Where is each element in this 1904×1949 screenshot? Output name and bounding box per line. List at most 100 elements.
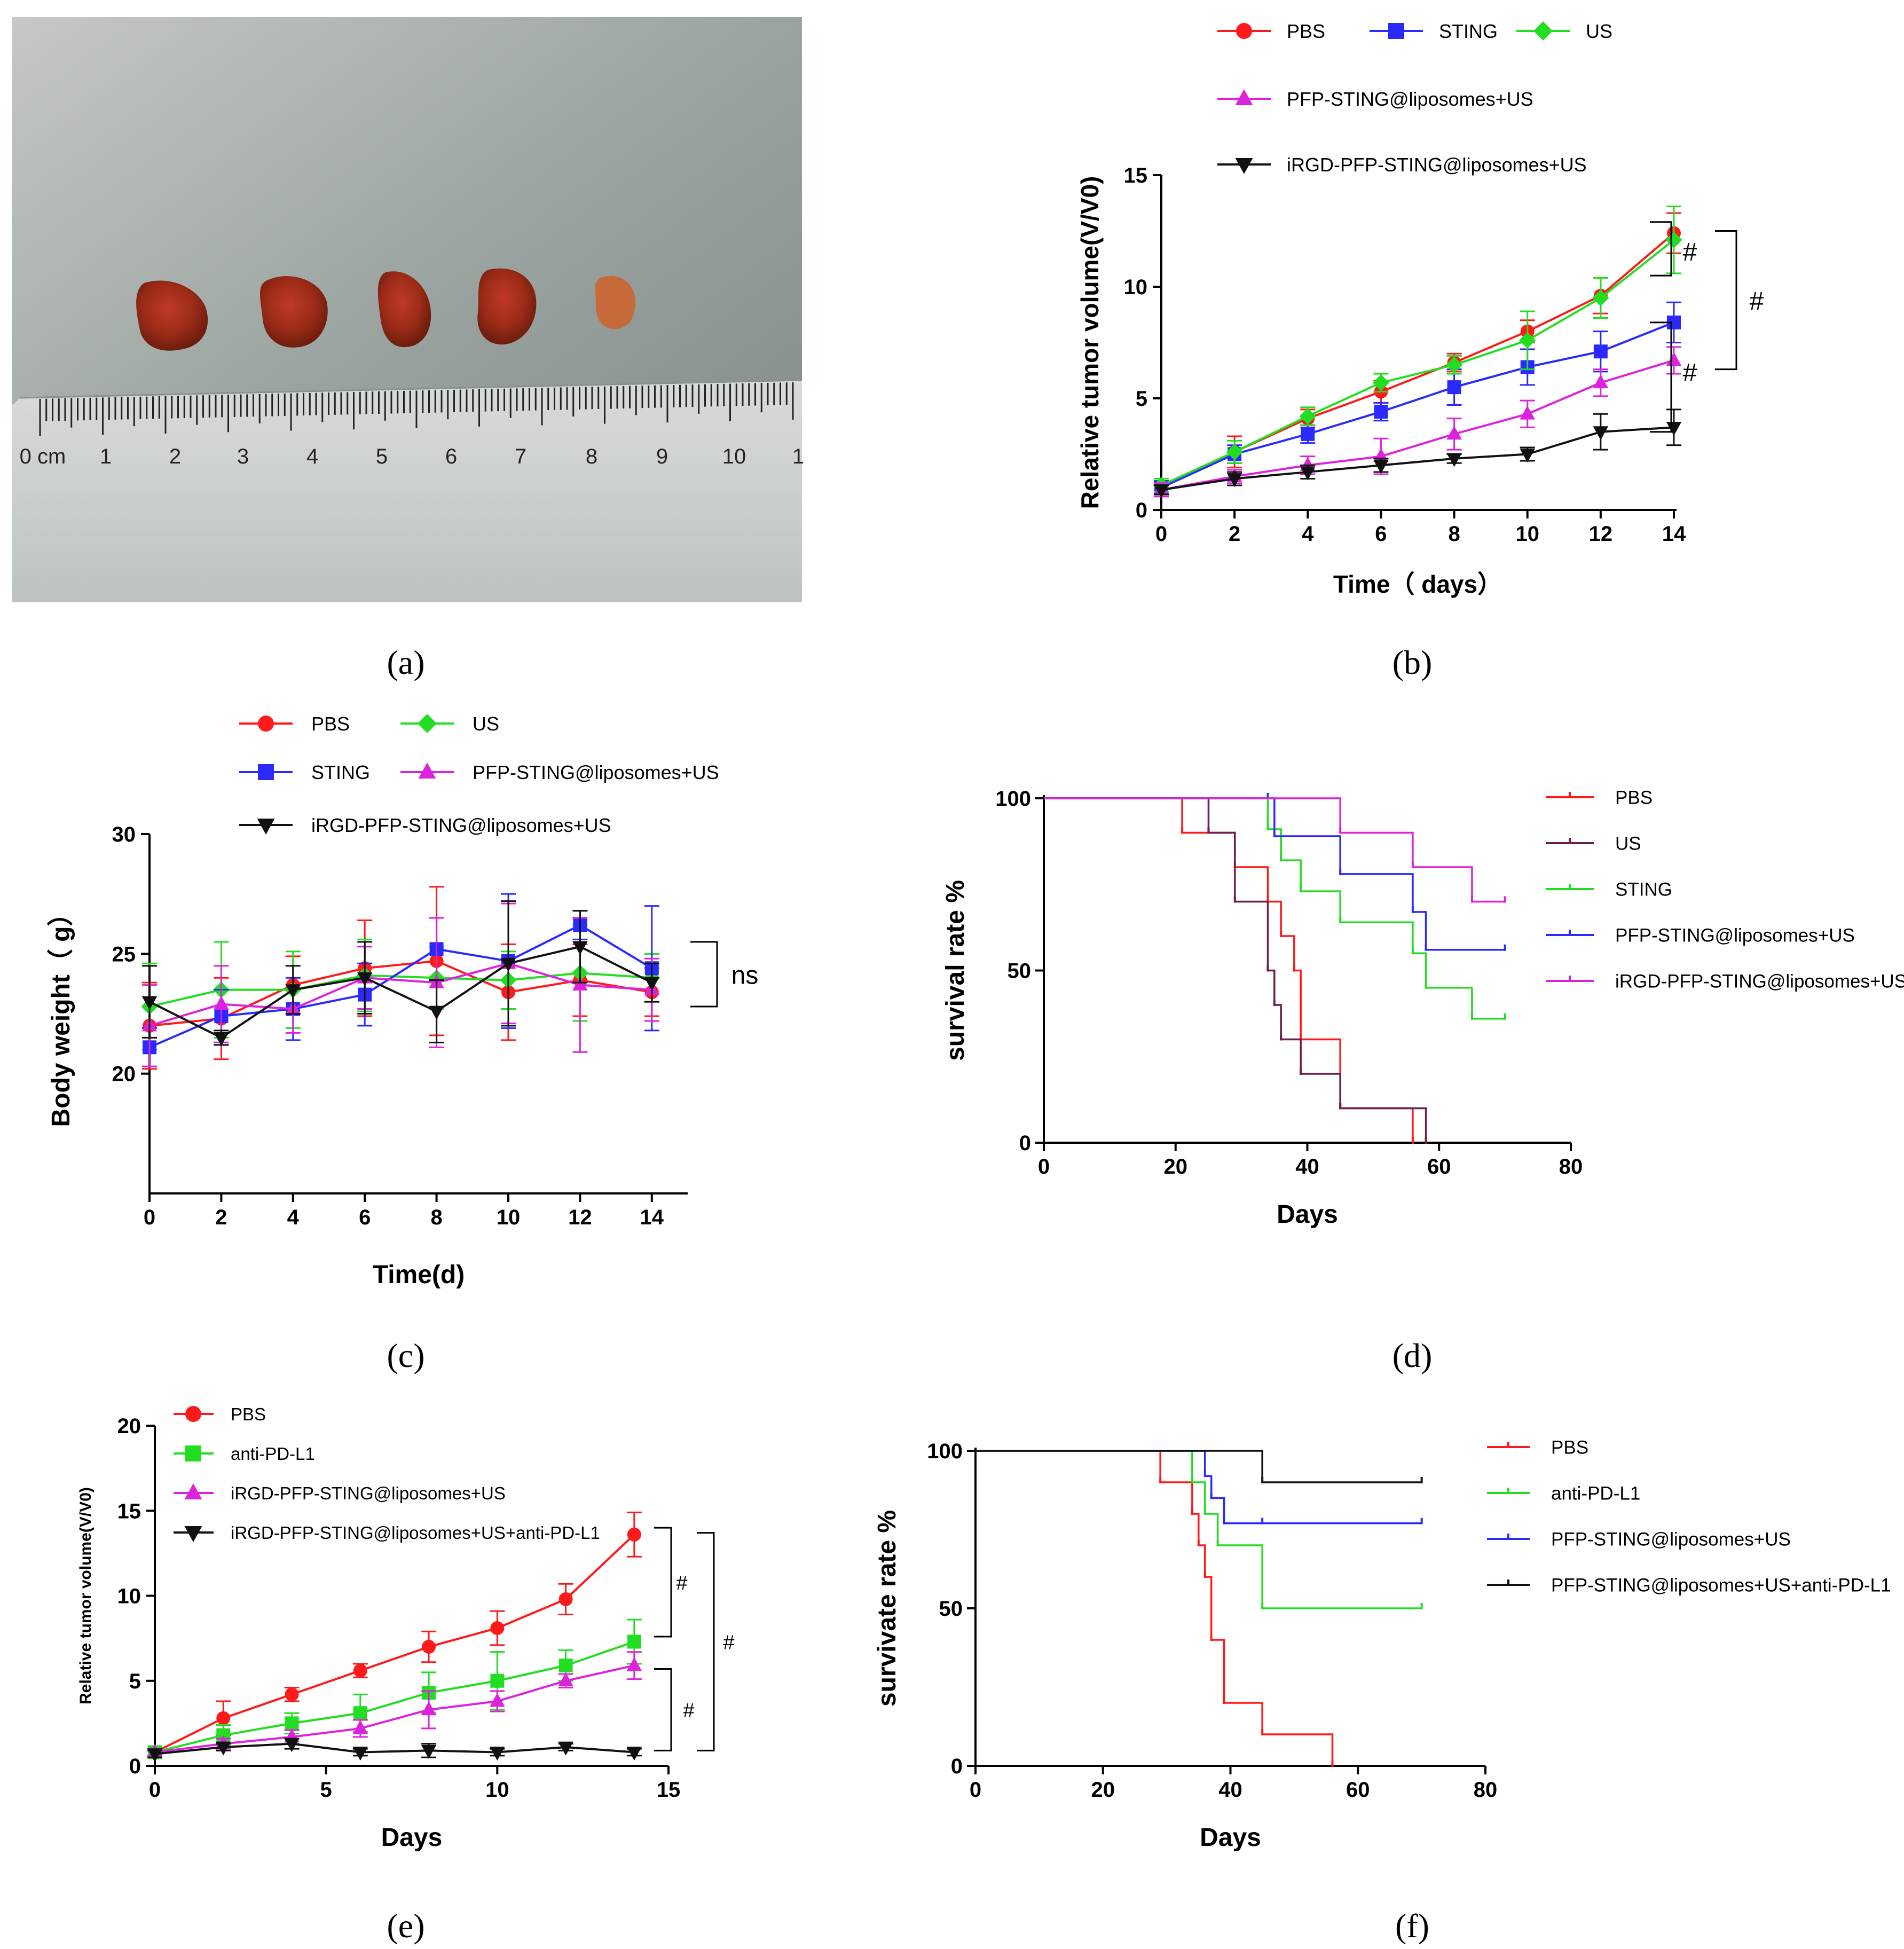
legend-label: PFP-STING@liposomes+US (1551, 1529, 1791, 1550)
x-tick-label: 0 (1038, 1155, 1050, 1178)
legend-label: US (1586, 20, 1612, 42)
survival-curve (975, 1450, 1422, 1609)
legend-label: STING (1615, 879, 1672, 900)
x-tick-label: 0 (144, 1206, 155, 1229)
ruler-label: 0 cm (20, 445, 66, 468)
x-tick-label: 14 (1662, 522, 1686, 546)
y-tick-label: 0 (129, 1755, 141, 1778)
data-point (1299, 407, 1316, 425)
legend-item: iRGD-PFP-STING@liposomes+US (239, 814, 611, 836)
significance-label: # (1683, 359, 1697, 387)
significance-label: # (683, 1700, 694, 1722)
legend-item: anti-PD-L1 (174, 1444, 315, 1464)
legend-item: PFP-STING@liposomes+US+anti-PD-L1 (1487, 1575, 1891, 1596)
series-line (1161, 359, 1674, 491)
y-tick-label: 5 (1136, 387, 1147, 411)
x-tick-label: 2 (215, 1206, 227, 1229)
data-point (490, 1673, 505, 1688)
data-point (285, 1716, 299, 1731)
x-tick-label: 4 (287, 1206, 300, 1229)
x-axis-label: Time(d) (373, 1261, 465, 1289)
x-tick-label: 8 (1448, 522, 1460, 546)
series-PBS (1044, 797, 1414, 1144)
data-point (500, 957, 516, 972)
ruler-label: 9 (656, 445, 668, 468)
y-tick-label: 0 (951, 1755, 963, 1778)
legend-item: STING (1370, 20, 1498, 42)
y-axis-label: Relative tumor volume(V/V0) (1076, 176, 1104, 509)
chart-b-tumor-volume: 0 5 10 15 0 2 4 6 8 10 12 14 Time（ days） Relative tum… (1076, 20, 1764, 598)
panel-label-e: (e) (387, 1907, 424, 1945)
x-tick-label: 6 (359, 1206, 371, 1229)
y-tick-label: 20 (117, 1414, 141, 1438)
panel-label-a: (a) (387, 643, 424, 681)
x-tick-label: 80 (1474, 1778, 1498, 1802)
data-point (285, 1687, 299, 1702)
chart-f-survival: 0 50 100 0 20 40 60 80 Days survivate rate % PBS an… (873, 1437, 1891, 1852)
data-point (1445, 356, 1463, 373)
x-tick-label: 10 (485, 1778, 509, 1802)
ruler-label: 1 (100, 445, 112, 468)
legend-label: PFP-STING@liposomes+US (1287, 88, 1533, 110)
y-tick-label: 100 (995, 787, 1031, 811)
data-point (1446, 453, 1462, 467)
legend-label: PFP-STING@liposomes+US (473, 761, 719, 783)
data-point (1153, 484, 1169, 498)
legend-item: PBS (1217, 20, 1325, 42)
significance-bracket (654, 1527, 672, 1638)
x-axis-label: Days (1277, 1200, 1338, 1229)
series-PBS (147, 1511, 642, 1759)
data-point (184, 1526, 202, 1542)
data-point (216, 1711, 231, 1725)
x-axis-label: Days (381, 1824, 443, 1852)
data-point (1665, 231, 1682, 248)
ruler-label: 10 (722, 445, 746, 468)
data-point (1372, 374, 1390, 391)
data-point (257, 819, 275, 835)
significance-bracket (1650, 221, 1672, 277)
panel-label-d: (d) (1392, 1337, 1433, 1374)
legend-item: iRGD-PFP-STING@liposomes+US (1217, 154, 1587, 176)
data-point (185, 1406, 201, 1422)
legend-label: iRGD-PFP-STING@liposomes+US (1287, 154, 1587, 176)
data-point (214, 1032, 229, 1046)
series-line (149, 924, 652, 1049)
data-point (490, 1693, 505, 1707)
y-tick-label: 0 (1019, 1131, 1031, 1155)
tumor-samples (136, 268, 635, 351)
x-axis-label: Days (1200, 1824, 1261, 1852)
data-point (490, 1621, 505, 1636)
y-axis-label: survivate rate % (873, 1510, 901, 1707)
data-point (558, 1741, 573, 1756)
tumor-sample-2 (260, 276, 328, 348)
x-tick-label: 4 (1302, 522, 1314, 546)
significance-bracket (697, 1532, 715, 1751)
y-tick-label: 15 (1124, 164, 1148, 187)
series-line (154, 1742, 635, 1755)
data-point (558, 1672, 573, 1687)
y-tick-label: 30 (112, 823, 136, 846)
y-tick-label: 0 (1136, 499, 1147, 522)
legend-label: anti-PD-L1 (1551, 1483, 1640, 1504)
legend-item: iRGD-PFP-STING@liposomes+US (1546, 971, 1904, 992)
survival-curve (1044, 797, 1505, 903)
data-point (644, 977, 660, 991)
x-tick-label: 12 (1589, 522, 1613, 546)
data-point (285, 984, 301, 999)
series-STING (1154, 301, 1681, 496)
significance-label: # (1683, 238, 1697, 266)
series-iRGD-PFP-STING@liposomes+US+anti-PD-L1 (147, 1738, 642, 1763)
series-line (1161, 239, 1675, 486)
chart-e-tumor-volume: 0 5 10 15 20 0 5 10 15 Days Relative tumor volume(… (77, 1404, 735, 1852)
x-tick-label: 8 (430, 1206, 442, 1229)
series-iRGD-PFP-STING@liposomes+US (1044, 797, 1506, 903)
series-line (149, 972, 652, 1008)
series-US (1044, 797, 1427, 1144)
legend-item: iRGD-PFP-STING@liposomes+US+anti-PD-L1 (174, 1523, 600, 1543)
legend-label: PBS (311, 713, 350, 735)
series-line (154, 1664, 635, 1754)
survival-curve (1044, 797, 1427, 1143)
ruler-label: 7 (515, 445, 526, 468)
y-tick-label: 25 (112, 942, 136, 966)
x-tick-label: 0 (149, 1778, 161, 1802)
